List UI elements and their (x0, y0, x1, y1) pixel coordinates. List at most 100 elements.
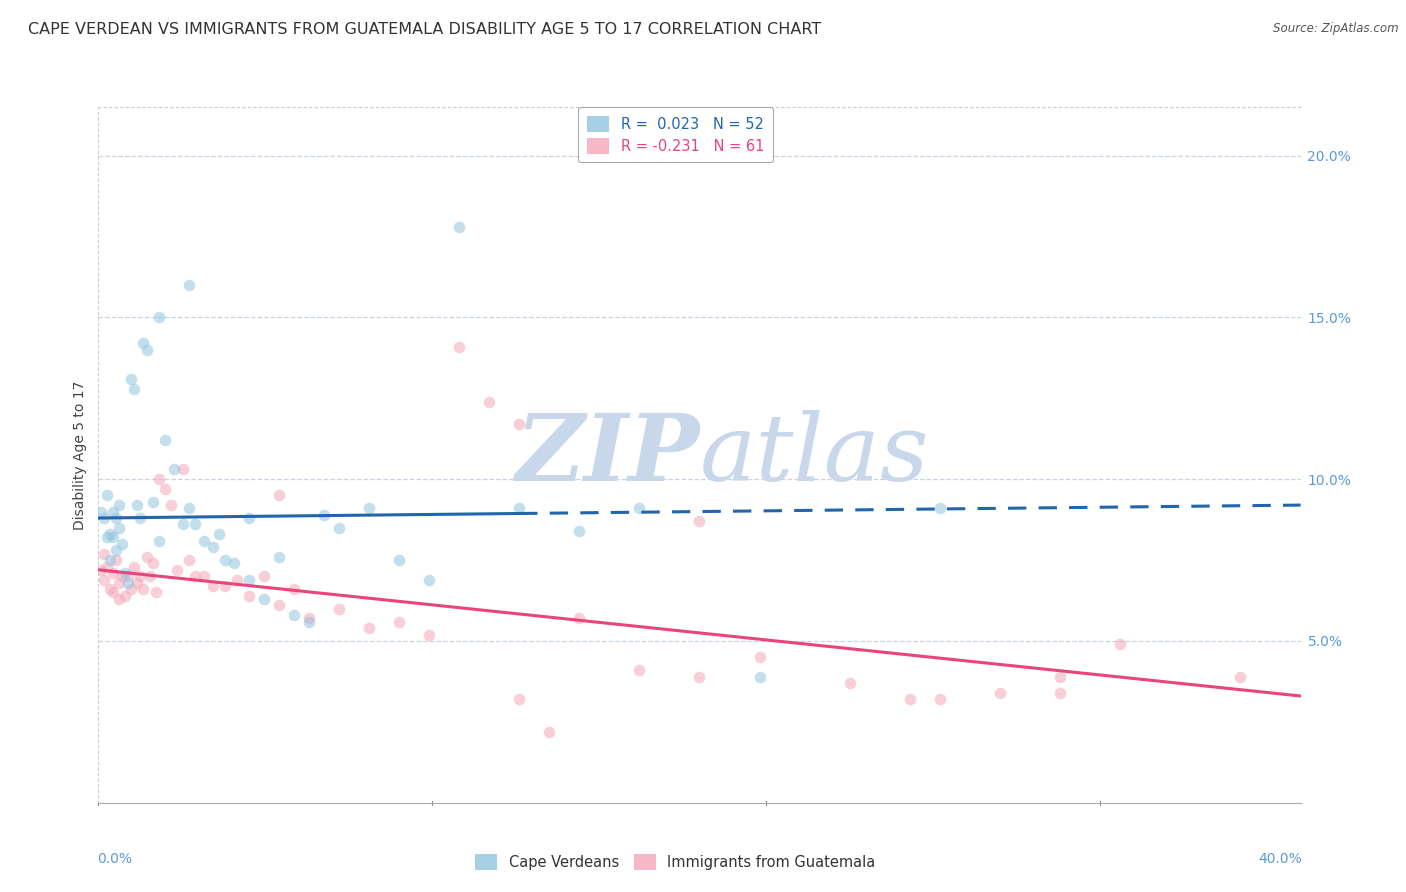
Text: 0.0%: 0.0% (97, 852, 132, 865)
Point (108, 575, 131, 590)
Point (267, 488, 290, 502)
Point (177, 553, 200, 567)
Point (100, 527, 122, 541)
Point (132, 336, 155, 351)
Point (183, 517, 205, 532)
Point (1109, 637, 1132, 651)
Point (148, 310, 170, 325)
Point (93, 511, 115, 525)
Text: 40.0%: 40.0% (1258, 852, 1302, 865)
Point (298, 615, 321, 629)
Point (129, 511, 152, 525)
Point (447, 339, 470, 353)
Point (105, 543, 128, 558)
Point (148, 472, 170, 486)
Point (508, 417, 530, 432)
Point (929, 692, 952, 706)
Point (100, 553, 122, 567)
Point (628, 663, 651, 677)
Point (208, 527, 231, 541)
Point (312, 508, 335, 522)
Point (177, 278, 200, 293)
Point (238, 589, 260, 603)
Point (628, 501, 651, 516)
Point (357, 621, 380, 635)
Point (148, 533, 170, 548)
Point (108, 521, 131, 535)
Point (159, 498, 181, 512)
Point (388, 615, 411, 629)
Point (447, 219, 470, 234)
Text: atlas: atlas (700, 410, 929, 500)
Point (929, 501, 952, 516)
Point (93, 573, 115, 587)
Point (124, 559, 146, 574)
Y-axis label: Disability Age 5 to 17: Disability Age 5 to 17 (73, 380, 87, 530)
Point (388, 553, 411, 567)
Legend: Cape Verdeans, Immigrants from Guatemala: Cape Verdeans, Immigrants from Guatemala (470, 848, 882, 876)
Point (508, 501, 530, 516)
Point (357, 501, 380, 516)
Point (96, 531, 118, 545)
Point (238, 573, 260, 587)
Point (267, 549, 290, 564)
Point (253, 591, 276, 606)
Point (121, 582, 143, 597)
Point (1229, 670, 1251, 684)
Point (1049, 686, 1071, 700)
Point (201, 579, 224, 593)
Point (111, 569, 134, 583)
Point (90, 563, 112, 577)
Point (328, 601, 350, 615)
Point (162, 462, 184, 476)
Text: Source: ZipAtlas.com: Source: ZipAtlas.com (1274, 22, 1399, 36)
Point (298, 611, 321, 625)
Point (166, 563, 188, 577)
Point (129, 569, 152, 583)
Point (418, 573, 440, 587)
Point (100, 582, 122, 597)
Point (689, 670, 711, 684)
Point (111, 537, 134, 551)
Text: CAPE VERDEAN VS IMMIGRANTS FROM GUATEMALA DISABILITY AGE 5 TO 17 CORRELATION CHA: CAPE VERDEAN VS IMMIGRANTS FROM GUATEMAL… (28, 22, 821, 37)
Point (177, 501, 200, 516)
Point (153, 482, 176, 496)
Point (748, 670, 770, 684)
Point (132, 582, 155, 597)
Point (283, 608, 305, 623)
Point (193, 569, 215, 583)
Point (328, 521, 350, 535)
Point (135, 343, 157, 357)
Point (748, 650, 770, 665)
Point (103, 531, 125, 545)
Point (145, 585, 167, 599)
Point (568, 611, 591, 625)
Point (214, 579, 236, 593)
Point (93, 547, 115, 561)
Point (124, 382, 146, 396)
Point (141, 495, 163, 509)
Point (201, 540, 224, 554)
Point (96, 559, 118, 574)
Point (988, 686, 1011, 700)
Point (121, 372, 143, 386)
Point (478, 394, 501, 409)
Point (418, 627, 440, 641)
Point (253, 569, 276, 583)
Point (96, 488, 118, 502)
Point (108, 591, 131, 606)
Point (508, 692, 530, 706)
Point (114, 566, 136, 580)
Point (222, 557, 245, 571)
Point (105, 511, 128, 525)
Point (838, 676, 860, 690)
Point (153, 434, 176, 448)
Point (214, 553, 236, 567)
Point (127, 575, 149, 590)
Point (225, 573, 247, 587)
Point (103, 585, 125, 599)
Point (117, 569, 139, 583)
Text: ZIP: ZIP (515, 410, 700, 500)
Point (193, 533, 215, 548)
Point (172, 517, 194, 532)
